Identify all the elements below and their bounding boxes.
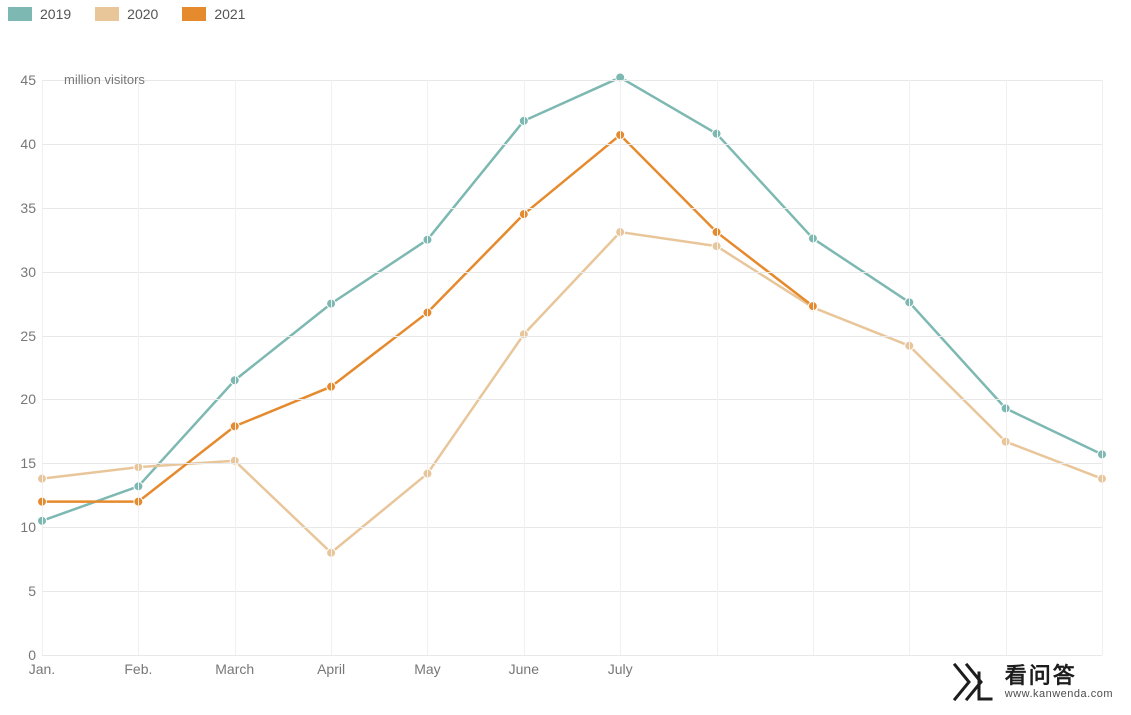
gridline-horizontal: [42, 655, 1102, 656]
x-axis-tick-label: Jan.: [29, 655, 55, 677]
y-axis-tick-label: 45: [20, 72, 42, 88]
y-axis-tick-label: 30: [20, 264, 42, 280]
x-axis-tick-label: May: [414, 655, 440, 677]
watermark: 看问答 www.kanwenda.com: [949, 659, 1113, 705]
gridline-horizontal: [42, 591, 1102, 592]
gridline-horizontal: [42, 463, 1102, 464]
y-axis-tick-label: 35: [20, 200, 42, 216]
legend: 2019 2020 2021: [8, 6, 245, 22]
gridline-vertical: [524, 80, 525, 655]
x-axis-tick-label: March: [215, 655, 254, 677]
series-line: [42, 232, 1102, 553]
gridline-vertical: [331, 80, 332, 655]
gridline-horizontal: [42, 336, 1102, 337]
gridline-vertical: [620, 80, 621, 655]
gridline-vertical: [717, 80, 718, 655]
gridline-horizontal: [42, 399, 1102, 400]
y-axis-tick-label: 15: [20, 455, 42, 471]
y-axis-tick-label: 20: [20, 391, 42, 407]
gridline-vertical: [235, 80, 236, 655]
gridline-horizontal: [42, 80, 1102, 81]
y-axis-unit-label: million visitors: [64, 72, 145, 87]
gridline-horizontal: [42, 208, 1102, 209]
legend-swatch-icon: [182, 7, 206, 21]
gridline-vertical: [909, 80, 910, 655]
watermark-cn: 看问答: [1005, 664, 1113, 688]
y-axis-tick-label: 5: [28, 583, 42, 599]
gridline-vertical: [1006, 80, 1007, 655]
legend-label: 2019: [40, 6, 71, 22]
legend-item[interactable]: 2020: [95, 6, 158, 22]
gridline-vertical: [1102, 80, 1103, 655]
gridline-vertical: [427, 80, 428, 655]
watermark-logo-icon: [949, 659, 995, 705]
gridline-vertical: [42, 80, 43, 655]
y-axis-tick-label: 25: [20, 328, 42, 344]
legend-label: 2021: [214, 6, 245, 22]
gridline-horizontal: [42, 272, 1102, 273]
legend-swatch-icon: [95, 7, 119, 21]
legend-label: 2020: [127, 6, 158, 22]
legend-item[interactable]: 2021: [182, 6, 245, 22]
legend-swatch-icon: [8, 7, 32, 21]
x-axis-tick-label: June: [509, 655, 539, 677]
watermark-text: 看问答 www.kanwenda.com: [1005, 664, 1113, 700]
watermark-url: www.kanwenda.com: [1005, 688, 1113, 700]
gridline-horizontal: [42, 527, 1102, 528]
x-axis-tick-label: April: [317, 655, 345, 677]
legend-item[interactable]: 2019: [8, 6, 71, 22]
chart-plot-area: 051015202530354045million visitorsJan.Fe…: [42, 80, 1102, 655]
gridline-vertical: [138, 80, 139, 655]
gridline-horizontal: [42, 144, 1102, 145]
x-axis-tick-label: Feb.: [124, 655, 152, 677]
y-axis-tick-label: 10: [20, 519, 42, 535]
y-axis-tick-label: 40: [20, 136, 42, 152]
chart-svg: [42, 80, 1102, 655]
gridline-vertical: [813, 80, 814, 655]
x-axis-tick-label: July: [608, 655, 633, 677]
